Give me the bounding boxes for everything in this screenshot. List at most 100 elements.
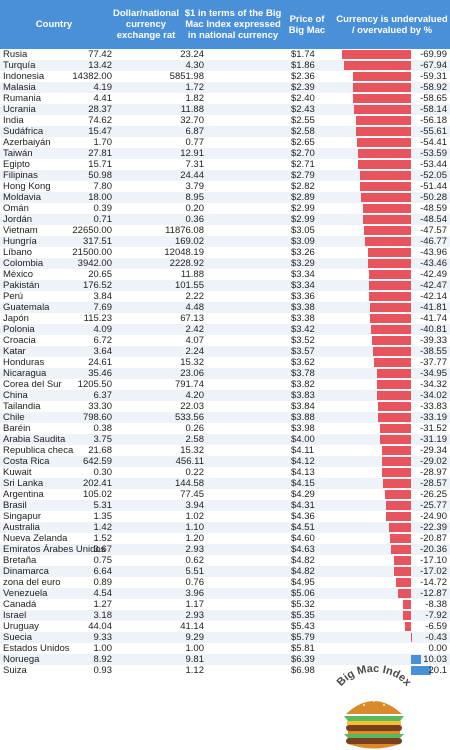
country-cell: Colombia [3,258,44,269]
exchange-rate-cell: 50.98 [88,170,112,181]
table-row: Corea del Sur 1205.50 791.74 $3.82 -34.32 [0,379,450,390]
country-cell: Guatemala [3,302,50,313]
country-cell: Egipto [3,159,30,170]
percent-value: -0.43 [425,632,447,643]
table-row: Chile 798.60 533.56 $3.88 -33.19 [0,412,450,423]
table-row: Singapur 1.35 1.02 $4.36 -24.90 [0,511,450,522]
header-dollar-index: $1 in terms of the Big Mac Index express… [184,8,282,41]
dollar-index-cell: 3.94 [185,500,205,511]
percent-value: -48.54 [420,214,447,225]
percent-bar [372,336,411,345]
exchange-rate-cell: 77.42 [88,49,112,60]
table-row: Líbano 21500.00 12048.19 $3.26 -43.96 [0,247,450,258]
percent-bar [344,61,411,70]
percent-value: 10.03 [423,654,447,665]
dollar-index-cell: 1.17 [185,599,205,610]
price-cell: $4.11 [291,445,315,456]
percent-bar [402,600,411,609]
exchange-rate-cell: 0.39 [93,203,113,214]
percent-bar [353,105,411,114]
table-row: Honduras 24.61 15.32 $3.62 -37.77 [0,357,450,368]
table-row: Sri Lanka 202.41 144.58 $4.15 -28.57 [0,478,450,489]
percent-bar [382,446,411,455]
table-row: Malasia 4.19 1.72 $2.39 -58.92 [0,82,450,93]
dollar-index-cell: 7.31 [185,159,205,170]
country-cell: Omán [3,203,29,214]
exchange-rate-cell: 8.92 [93,654,113,665]
price-cell: $4.36 [291,511,315,522]
percent-value: -42.47 [420,280,447,291]
percent-bar [386,512,411,521]
percent-value: -58.14 [420,104,447,115]
table-row: Nicaragua 35.46 23.06 $3.78 -34.95 [0,368,450,379]
country-cell: Australia [3,522,40,533]
dollar-index-cell: 77.45 [180,489,204,500]
percent-value: -33.83 [420,401,447,412]
country-cell: Indonesia [3,71,45,82]
country-cell: Ucrania [3,104,36,115]
percent-bar [394,567,411,576]
percent-value: -48.59 [420,203,447,214]
dollar-index-cell: 4.30 [185,60,205,71]
price-cell: $6.39 [291,654,315,665]
percent-bar [373,347,411,356]
percent-bar [368,259,411,268]
dollar-index-cell: 9.29 [185,632,205,643]
dollar-index-cell: 12.91 [180,148,204,159]
exchange-rate-cell: 1.52 [93,533,113,544]
exchange-rate-cell: 27.81 [88,148,112,159]
dollar-index-cell: 5.51 [185,566,205,577]
percent-bar [411,655,421,664]
country-cell: Nueva Zelanda [3,533,68,544]
table-row: Katar 3.64 2.24 $3.57 -38.55 [0,346,450,357]
percent-bar [369,292,411,301]
price-cell: $3.84 [291,401,315,412]
percent-value: -47.57 [420,225,447,236]
exchange-rate-cell: 798.60 [82,412,112,423]
price-cell: $4.00 [291,434,315,445]
price-cell: $2.79 [291,170,315,181]
percent-value: -7.92 [425,610,447,621]
percent-bar [398,589,411,598]
exchange-rate-cell: 1.00 [93,643,113,654]
exchange-rate-cell: 4.09 [93,324,113,335]
percent-bar [403,611,411,620]
table-row: México 20.65 11.88 $3.34 -42.49 [0,269,450,280]
price-cell: $5.79 [291,632,315,643]
dollar-index-cell: 1.10 [185,522,205,533]
percent-value: -43.96 [420,247,447,258]
percent-bar [377,391,411,400]
percent-bar [385,501,411,510]
price-cell: $2.36 [291,71,315,82]
percent-value: -53.59 [420,148,447,159]
percent-value: -56.18 [420,115,447,126]
country-cell: Noruega [3,654,40,665]
price-cell: $2.82 [291,181,315,192]
price-cell: $2.70 [291,148,315,159]
percent-value: -69.99 [420,49,447,60]
price-cell: $4.29 [291,489,315,500]
dollar-index-cell: 5851.98 [169,71,204,82]
table-row: Estados Unidos 1.00 1.00 $5.81 0.00 [0,643,450,654]
table-row: Vietnam 22650.00 11876.08 $3.05 -47.57 [0,225,450,236]
table-row: Hong Kong 7.80 3.79 $2.82 -51.44 [0,181,450,192]
percent-value: -67.94 [420,60,447,71]
price-cell: $3.26 [291,247,315,258]
country-cell: Rumania [3,93,42,104]
table-row: Filipinas 50.98 24.44 $2.79 -52.05 [0,170,450,181]
table-row: Croacia 6.72 4.07 $3.52 -39.33 [0,335,450,346]
table-row: Turquía 13.42 4.30 $1.86 -67.94 [0,60,450,71]
exchange-rate-cell: 44.04 [88,621,112,632]
country-cell: Rusia [3,49,28,60]
burger-icon [344,700,404,749]
dollar-index-cell: 0.77 [185,137,205,148]
percent-value: -12.87 [420,588,447,599]
percent-value: 0.00 [428,643,448,654]
country-cell: Baréin [3,423,31,434]
dollar-index-cell: 67.13 [180,313,204,324]
table-row: Republica checa 21.68 15.32 $4.11 -29.34 [0,445,450,456]
exchange-rate-cell: 115.23 [83,313,112,324]
price-cell: $4.13 [291,467,315,478]
table-row: Canadá 1.27 1.17 $5.32 -8.38 [0,599,450,610]
